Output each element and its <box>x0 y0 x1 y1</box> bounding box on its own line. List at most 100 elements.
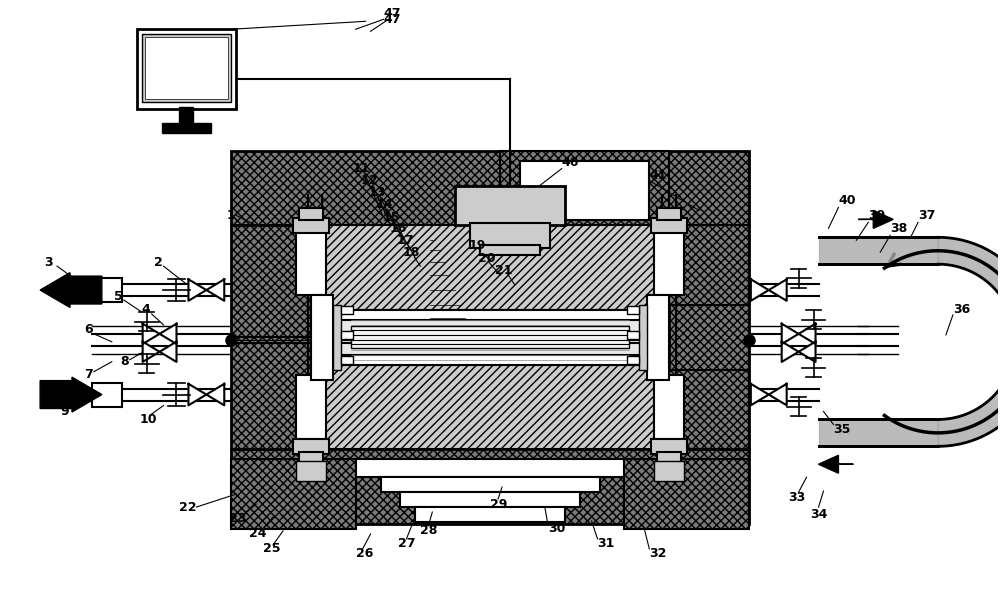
Bar <box>162 123 211 133</box>
Bar <box>657 209 681 220</box>
Bar <box>92 278 122 302</box>
Bar <box>657 452 681 464</box>
Text: 41: 41 <box>649 169 667 182</box>
Bar <box>654 230 684 295</box>
Bar <box>293 440 329 454</box>
Text: 40: 40 <box>838 194 856 207</box>
FancyArrow shape <box>40 377 102 412</box>
Text: 11: 11 <box>353 162 370 175</box>
Bar <box>500 151 669 230</box>
Text: 27: 27 <box>398 537 416 551</box>
Text: 22: 22 <box>179 500 197 514</box>
Text: 7: 7 <box>84 368 93 381</box>
Polygon shape <box>143 342 160 362</box>
Polygon shape <box>769 384 787 405</box>
Text: 21: 21 <box>495 264 513 277</box>
Text: 4: 4 <box>142 303 150 317</box>
Bar <box>142 34 231 102</box>
Text: 17: 17 <box>396 234 414 247</box>
Bar <box>669 226 749 305</box>
Bar <box>341 306 353 314</box>
Bar <box>669 370 749 449</box>
Bar <box>333 305 341 370</box>
Text: 14: 14 <box>376 198 393 211</box>
Text: 35: 35 <box>833 423 851 436</box>
Text: 29: 29 <box>490 497 507 511</box>
Bar <box>624 459 749 529</box>
Bar <box>311 310 669 365</box>
Bar <box>415 507 565 522</box>
Polygon shape <box>782 324 799 344</box>
Polygon shape <box>769 279 787 301</box>
Bar <box>231 226 311 449</box>
Bar <box>231 151 749 226</box>
Text: 19: 19 <box>468 239 486 252</box>
Text: 30: 30 <box>548 522 565 535</box>
Polygon shape <box>751 279 769 301</box>
Polygon shape <box>938 238 1000 446</box>
Text: 36: 36 <box>953 303 970 317</box>
Bar <box>331 320 649 355</box>
Bar <box>651 218 687 233</box>
Text: 18: 18 <box>402 246 420 259</box>
Polygon shape <box>188 279 206 301</box>
Bar <box>311 365 669 449</box>
Bar <box>92 383 122 406</box>
FancyArrow shape <box>858 210 893 229</box>
Text: 38: 38 <box>890 222 907 235</box>
Bar <box>647 295 669 380</box>
Text: 26: 26 <box>356 548 373 560</box>
Text: 8: 8 <box>120 355 128 368</box>
Polygon shape <box>160 342 176 362</box>
Bar <box>381 477 600 492</box>
Bar <box>299 209 323 220</box>
Text: 46: 46 <box>562 156 579 169</box>
Text: 12: 12 <box>361 174 378 187</box>
FancyArrow shape <box>819 455 853 473</box>
Text: 6: 6 <box>84 323 93 336</box>
FancyArrow shape <box>40 273 102 308</box>
Bar <box>299 452 323 464</box>
Bar <box>480 245 540 255</box>
Polygon shape <box>799 342 816 362</box>
Bar <box>311 226 669 310</box>
Polygon shape <box>188 384 206 405</box>
Text: 5: 5 <box>114 289 123 303</box>
Text: 39: 39 <box>868 209 886 222</box>
Text: 33: 33 <box>789 491 806 504</box>
Text: 28: 28 <box>420 525 438 537</box>
Bar <box>639 305 647 370</box>
Polygon shape <box>143 324 160 344</box>
Bar <box>296 230 326 295</box>
Bar <box>341 331 353 339</box>
Bar <box>455 186 565 226</box>
Bar <box>651 440 687 454</box>
Bar <box>669 226 749 449</box>
Bar <box>351 326 629 348</box>
Bar <box>137 30 236 109</box>
Bar <box>400 492 580 507</box>
Text: 1: 1 <box>226 209 235 222</box>
Text: 15: 15 <box>383 211 400 224</box>
Text: 37: 37 <box>918 209 935 222</box>
Bar <box>520 160 649 220</box>
Text: 34: 34 <box>811 508 828 520</box>
Text: 23: 23 <box>229 513 247 525</box>
Bar <box>627 356 639 364</box>
Text: 32: 32 <box>649 548 667 560</box>
Bar <box>627 306 639 314</box>
Polygon shape <box>799 324 816 344</box>
Bar <box>470 223 550 248</box>
Bar <box>145 37 228 99</box>
Text: 9: 9 <box>60 405 69 418</box>
Bar <box>296 461 326 481</box>
Bar <box>311 295 333 380</box>
Text: 3: 3 <box>44 256 53 269</box>
Text: 47: 47 <box>384 7 401 20</box>
Bar <box>293 218 329 233</box>
Text: 10: 10 <box>140 413 157 426</box>
Text: 16: 16 <box>390 222 407 235</box>
Text: 31: 31 <box>598 537 615 551</box>
Text: 25: 25 <box>263 542 281 555</box>
Bar <box>179 107 193 125</box>
